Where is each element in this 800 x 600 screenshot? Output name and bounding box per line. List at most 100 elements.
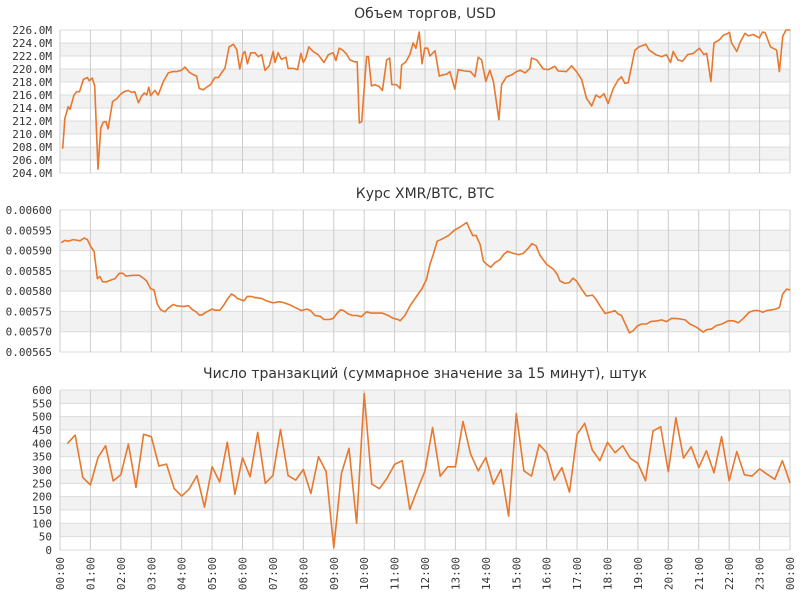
data-point bbox=[559, 280, 561, 282]
data-point bbox=[296, 69, 299, 71]
data-point bbox=[439, 475, 441, 477]
x-tick-label: 08:00 bbox=[297, 557, 310, 590]
data-point bbox=[432, 427, 434, 429]
data-point bbox=[370, 85, 373, 87]
data-point bbox=[682, 60, 684, 62]
data-point bbox=[710, 80, 712, 82]
data-point bbox=[737, 322, 739, 324]
data-point bbox=[153, 289, 155, 291]
data-point bbox=[482, 260, 484, 262]
data-point bbox=[665, 320, 668, 323]
data-point bbox=[300, 52, 302, 55]
y-tick-label: 220.0M bbox=[12, 63, 52, 76]
data-point bbox=[107, 128, 109, 130]
data-point bbox=[575, 280, 578, 282]
x-tick-label: 21:00 bbox=[693, 557, 706, 590]
y-tick-label: 0 bbox=[45, 544, 52, 557]
x-tick-label: 19:00 bbox=[632, 557, 645, 590]
data-point bbox=[62, 147, 64, 149]
data-point bbox=[637, 462, 639, 464]
data-point bbox=[706, 329, 708, 331]
data-point bbox=[449, 71, 451, 73]
data-point bbox=[89, 484, 92, 486]
chart-title: Объем торгов, USD bbox=[354, 6, 496, 22]
data-point bbox=[572, 277, 574, 279]
data-point bbox=[135, 486, 137, 488]
data-point bbox=[246, 295, 248, 298]
data-point bbox=[584, 422, 586, 424]
data-point bbox=[705, 450, 707, 452]
data-point bbox=[399, 87, 401, 90]
data-point bbox=[547, 69, 549, 71]
data-point bbox=[328, 318, 331, 321]
data-point bbox=[234, 493, 236, 495]
data-point bbox=[731, 42, 733, 44]
data-point bbox=[201, 314, 203, 316]
data-point bbox=[634, 49, 636, 51]
data-point bbox=[188, 488, 190, 490]
data-point bbox=[416, 295, 418, 297]
data-point bbox=[556, 273, 558, 276]
data-point bbox=[325, 471, 327, 473]
data-point bbox=[527, 247, 530, 249]
data-point bbox=[765, 310, 768, 312]
data-point bbox=[785, 29, 787, 31]
data-point bbox=[771, 309, 773, 311]
data-point bbox=[474, 76, 476, 78]
x-tick-label: 04:00 bbox=[176, 557, 189, 590]
data-point bbox=[475, 234, 477, 237]
data-point bbox=[764, 31, 766, 34]
data-point bbox=[576, 433, 578, 435]
y-tick-label: 208.0M bbox=[12, 141, 52, 154]
data-point bbox=[645, 43, 647, 45]
y-tick-label: 210.0M bbox=[12, 128, 52, 141]
data-point bbox=[278, 301, 280, 303]
data-point bbox=[646, 323, 648, 325]
data-point bbox=[261, 297, 263, 300]
data-point bbox=[148, 86, 150, 88]
data-point bbox=[489, 69, 491, 71]
data-point bbox=[698, 47, 700, 49]
data-point bbox=[728, 480, 730, 482]
data-point bbox=[282, 301, 284, 304]
data-point bbox=[370, 312, 373, 314]
data-point bbox=[335, 313, 338, 315]
y-tick-label: 204.0M bbox=[12, 167, 52, 180]
data-point bbox=[595, 94, 597, 96]
data-point bbox=[614, 452, 616, 454]
x-tick-label: 17:00 bbox=[571, 557, 584, 590]
data-point bbox=[162, 80, 165, 82]
data-point bbox=[250, 52, 252, 54]
data-point bbox=[661, 56, 663, 58]
data-point bbox=[338, 47, 340, 49]
data-point bbox=[150, 436, 152, 438]
data-point bbox=[363, 392, 365, 395]
y-tick-label: 216.0M bbox=[12, 89, 52, 102]
data-point bbox=[515, 71, 518, 73]
data-point bbox=[219, 309, 221, 311]
x-tick-label: 11:00 bbox=[389, 557, 402, 590]
data-point bbox=[535, 245, 537, 247]
data-point bbox=[470, 71, 472, 73]
data-point bbox=[539, 254, 541, 257]
data-point bbox=[292, 67, 294, 69]
data-point bbox=[356, 61, 358, 63]
data-point bbox=[424, 47, 426, 49]
data-point bbox=[786, 288, 788, 290]
data-point bbox=[234, 295, 236, 297]
data-point bbox=[371, 483, 373, 485]
data-point bbox=[684, 319, 686, 321]
data-point bbox=[614, 310, 616, 312]
data-point bbox=[698, 467, 700, 469]
data-point bbox=[122, 272, 124, 274]
data-point bbox=[105, 445, 107, 447]
data-point bbox=[690, 446, 692, 448]
data-point bbox=[105, 281, 108, 283]
data-point bbox=[358, 122, 360, 124]
data-point bbox=[79, 240, 81, 242]
data-point bbox=[345, 53, 348, 55]
data-point bbox=[158, 465, 160, 467]
data-point bbox=[64, 239, 66, 242]
data-point bbox=[167, 307, 169, 309]
data-point bbox=[211, 466, 213, 468]
